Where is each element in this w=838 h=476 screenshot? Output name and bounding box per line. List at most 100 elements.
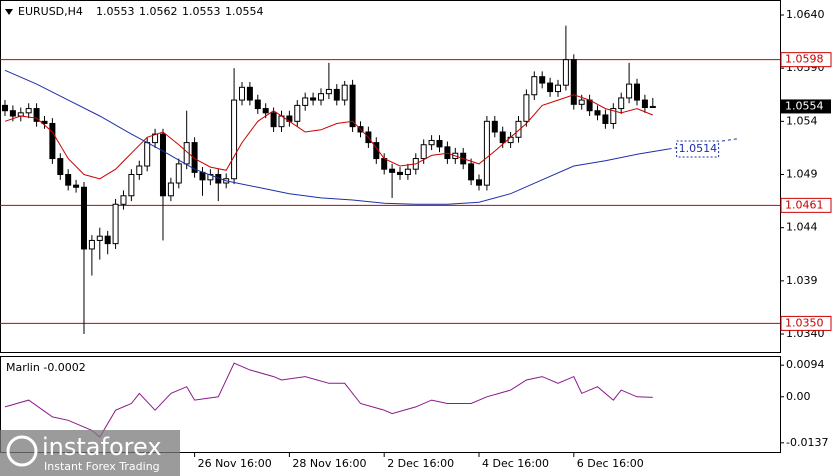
watermark-box <box>0 430 180 476</box>
candle-body <box>618 97 625 110</box>
price-label: 1.0554 <box>785 99 824 112</box>
candle-body <box>33 108 40 122</box>
level-label-box <box>780 315 832 331</box>
high: 1.0562 <box>139 5 178 18</box>
level-label: 1.0598 <box>785 53 824 66</box>
candle-body <box>270 112 277 128</box>
level-label-box <box>780 197 832 213</box>
oscillator-frame <box>0 356 781 453</box>
symbol: EURUSD,H4 <box>18 5 83 18</box>
candle-body <box>547 82 554 93</box>
candle-body <box>562 59 569 86</box>
candle-body <box>570 59 577 105</box>
candle-body <box>80 186 87 250</box>
candle-body <box>507 136 514 144</box>
candle-body <box>49 122 56 160</box>
watermark-brand: instaforex <box>42 433 162 461</box>
candle-body <box>73 184 80 188</box>
candle-body <box>231 99 238 180</box>
candle-body <box>159 133 166 197</box>
candle-body <box>57 158 64 176</box>
oscillator-label: Marlin -0.0002 <box>6 361 86 374</box>
watermark-logo <box>6 435 38 467</box>
candle-body <box>207 174 214 181</box>
candle-body <box>602 114 609 124</box>
osc-y-tick-label: 0.00 <box>786 390 811 403</box>
menu-triangle <box>5 9 13 15</box>
osc-y-tick-label: 0.0094 <box>786 358 825 371</box>
open: 1.0553 <box>96 5 135 18</box>
x-tick-label: 4 Dec 16:00 <box>482 457 549 470</box>
fast-ma <box>4 94 653 180</box>
candle-body <box>531 76 538 96</box>
candle-body <box>436 139 443 148</box>
level-label: 1.0350 <box>785 316 824 329</box>
candle-body <box>152 133 159 144</box>
candle-body <box>128 174 135 197</box>
level-label-box <box>780 52 832 68</box>
candle-body <box>96 235 103 241</box>
candle-body <box>112 203 119 245</box>
candle-body <box>634 83 641 101</box>
candle-body <box>317 93 324 101</box>
candle-body <box>539 76 546 84</box>
candle-body <box>468 163 475 181</box>
candle-body <box>9 110 16 117</box>
y-tick-label: 1.039 <box>786 274 818 287</box>
y-tick-label: 1.0640 <box>786 8 825 21</box>
ma-label: 1.0514 <box>679 142 718 155</box>
candle-body <box>88 239 95 250</box>
main-frame <box>0 0 781 353</box>
candle-body <box>396 171 403 176</box>
candle-body <box>586 99 593 112</box>
candle-body <box>65 174 72 186</box>
candle-body <box>491 120 498 133</box>
candle-body <box>626 83 633 99</box>
low: 1.0553 <box>182 5 221 18</box>
candle-body <box>144 142 151 167</box>
candle-body <box>649 105 656 109</box>
candle-body <box>262 108 269 114</box>
oscillator-name: Marlin <box>6 361 40 374</box>
osc-y-tick-label: -0.0137 <box>786 436 828 449</box>
candle-body <box>349 84 356 128</box>
candle-body <box>483 120 490 186</box>
candle-body <box>610 108 617 124</box>
x-tick-label: 2 Dec 16:00 <box>387 457 454 470</box>
candle-body <box>389 168 396 173</box>
candle-body <box>294 104 301 122</box>
candle-body <box>310 97 317 101</box>
candle-body <box>381 158 388 170</box>
y-tick-label: 1.049 <box>786 168 818 181</box>
candle-body <box>594 110 601 116</box>
candle-body <box>246 86 253 101</box>
candle-body <box>523 94 530 122</box>
candle-body <box>1 104 8 112</box>
price-label-box <box>781 99 831 114</box>
candle-body <box>104 235 111 245</box>
candle-body <box>499 131 506 144</box>
watermark: instaforex Instant Forex Trading <box>0 430 180 476</box>
x-tick-label: 6 Dec 16:00 <box>577 457 644 470</box>
candle-body <box>641 99 648 109</box>
candle-body <box>555 84 562 93</box>
candle-body <box>136 165 143 176</box>
candle-body <box>341 84 348 101</box>
candle-body <box>578 99 585 105</box>
candle-body <box>167 182 174 197</box>
candle-body <box>199 171 206 181</box>
candle-body <box>325 88 332 95</box>
candle-body <box>404 168 411 176</box>
y-tick-label: 1.054 <box>786 114 818 127</box>
candle-body <box>420 144 427 160</box>
candle-body <box>428 139 435 146</box>
candle-body <box>191 142 198 173</box>
candle-body <box>515 120 522 138</box>
close: 1.0554 <box>225 5 264 18</box>
slow-ma <box>4 69 669 205</box>
candle-body <box>475 179 482 186</box>
oscillator-line <box>4 362 653 438</box>
candle-body <box>333 88 340 101</box>
candle-body <box>302 97 309 106</box>
